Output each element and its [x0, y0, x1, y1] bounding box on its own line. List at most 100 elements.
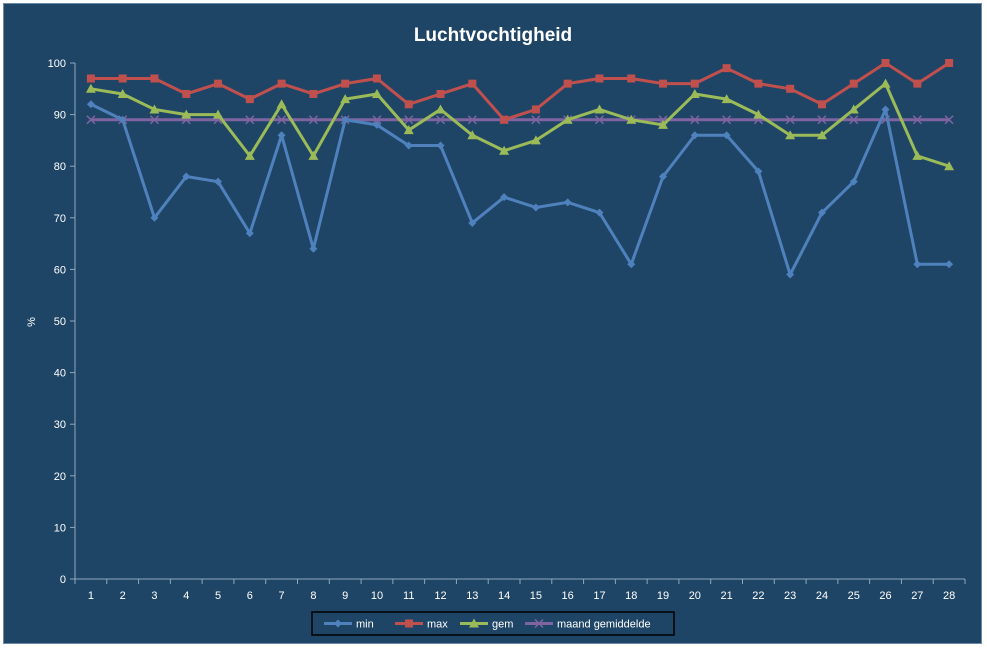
x-tick-label: 9 [342, 590, 348, 602]
data-point [627, 74, 636, 83]
data-point [436, 141, 445, 150]
legend-marker [469, 618, 479, 628]
humidity-line-chart: Luchtvochtigheid % 0 10 20 30 40 50 60 70 80 90 10… [26, 25, 966, 636]
data-point [817, 208, 826, 217]
series-layer [85, 59, 955, 279]
x-tick-label: 21 [720, 590, 732, 602]
data-point [308, 150, 319, 160]
data-point [404, 115, 414, 125]
series-min [86, 100, 954, 279]
data-point [754, 167, 763, 176]
legend-label: max [427, 619, 448, 631]
x-tick-label: 5 [215, 590, 221, 602]
y-tick-label: 80 [54, 161, 66, 173]
y-tick-label: 10 [54, 522, 66, 534]
data-point [309, 244, 318, 253]
data-point [722, 115, 732, 125]
data-point [690, 115, 700, 125]
data-point [562, 114, 573, 124]
legend-label: maand gemiddelde [557, 619, 651, 631]
legend: min max gem maand gemiddelde [311, 611, 675, 636]
x-tick-label: 3 [151, 590, 157, 602]
data-point [468, 79, 477, 88]
data-point [118, 115, 127, 124]
legend-item: min [324, 619, 374, 631]
data-point [881, 105, 890, 114]
y-tick-label: 70 [54, 213, 66, 225]
data-point [467, 115, 477, 125]
data-point [912, 115, 922, 125]
data-point [881, 59, 890, 67]
x-tick-label: 4 [183, 590, 189, 602]
x-tick-label: 26 [879, 590, 891, 602]
x-tick-label: 16 [562, 590, 574, 602]
series-line [90, 61, 950, 122]
data-point [531, 115, 541, 125]
y-tick-label: 90 [54, 110, 66, 122]
x-tick-label: 11 [403, 590, 414, 602]
data-point [149, 104, 160, 114]
series-line [90, 82, 950, 168]
data-point [245, 95, 254, 104]
x-tick-label: 25 [848, 590, 860, 602]
data-point [500, 115, 509, 124]
data-point [594, 104, 605, 114]
data-point [659, 79, 668, 88]
data-point [244, 150, 255, 160]
data-point [563, 79, 572, 88]
data-point [595, 208, 604, 217]
data-point [436, 89, 445, 98]
x-tick-label: 15 [530, 590, 542, 602]
x-tick-label: 18 [625, 590, 637, 602]
legend-item: gem [460, 618, 513, 631]
legend-marker [405, 619, 413, 628]
data-point [181, 109, 192, 119]
data-point [531, 105, 540, 114]
y-tick-label: 20 [54, 471, 66, 483]
data-point [245, 115, 255, 125]
data-point [500, 193, 509, 202]
x-tick-label: 6 [247, 590, 253, 602]
legend-label: min [356, 619, 374, 631]
data-point [245, 229, 254, 238]
data-point [658, 119, 669, 129]
data-point [403, 125, 414, 135]
data-point [277, 115, 287, 125]
data-point [945, 59, 954, 67]
data-point [722, 64, 731, 73]
y-tick-label: 30 [54, 419, 66, 431]
data-point [816, 130, 827, 140]
data-point [912, 150, 923, 160]
data-point [182, 89, 191, 98]
data-point [372, 74, 381, 83]
data-point [595, 74, 604, 83]
x-tick-label: 7 [279, 590, 285, 602]
data-point [341, 115, 350, 124]
x-tick-label: 13 [466, 590, 478, 602]
data-point [277, 131, 286, 140]
x-tick-label: 1 [88, 590, 94, 602]
data-point [277, 79, 286, 88]
y-tick-label: 0 [60, 574, 66, 586]
data-point [371, 88, 382, 98]
data-point [117, 88, 128, 98]
data-point [945, 260, 954, 269]
legend-item: maand gemiddelde [525, 619, 651, 631]
data-point [880, 78, 891, 88]
data-point [785, 130, 796, 140]
data-point [849, 115, 859, 125]
data-point [722, 131, 731, 140]
data-point [404, 100, 413, 109]
data-point [214, 79, 223, 88]
data-point [594, 115, 604, 125]
data-point [467, 130, 478, 140]
data-point [435, 104, 446, 114]
data-point [817, 115, 827, 125]
data-point [341, 79, 350, 88]
data-point [118, 74, 127, 83]
legend-marker [534, 618, 544, 629]
data-point [308, 115, 318, 125]
data-point [848, 104, 859, 114]
legend-item: max [395, 619, 448, 631]
data-point [785, 115, 795, 125]
